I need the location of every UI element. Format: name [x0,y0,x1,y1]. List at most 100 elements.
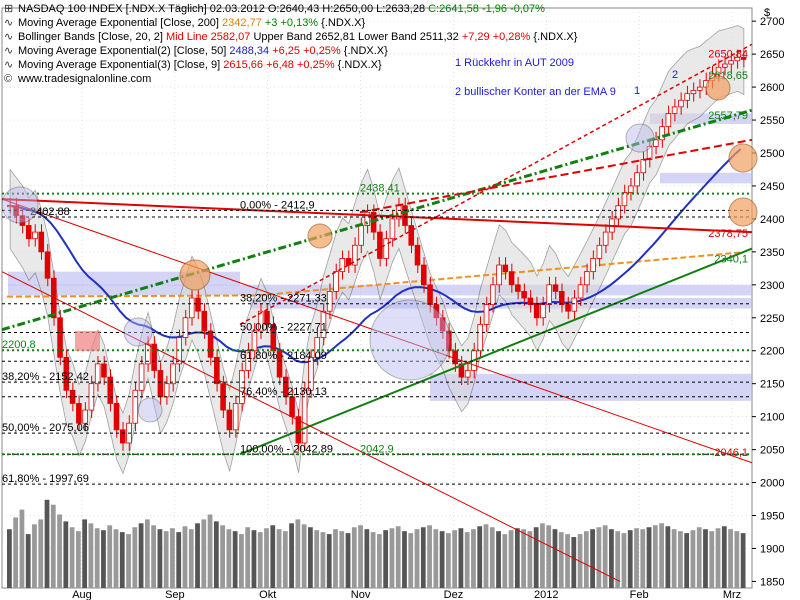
volume-bar [25,534,31,588]
volume-bar [533,527,539,588]
volume-bar [659,523,664,588]
red-channel-upper [239,43,753,326]
y-tick-label: 2650 [760,49,784,61]
green-trend-line-lower [239,247,753,456]
volume-bar [477,526,483,588]
volume-bar [471,529,476,588]
volume-bar [82,519,88,588]
candle-body [289,396,295,418]
volume-bar [615,531,621,588]
x-tick-label: 2012 [534,589,558,600]
candle-body [82,409,88,424]
header-line-title: ⊞ NASDAQ 100 INDEX [.NDX.X Täglich] 02.03… [4,2,545,16]
volume-bar [678,531,683,588]
candle-body [584,271,590,286]
volume-bar [163,531,169,588]
candle-body [671,106,678,114]
volume-bar [50,504,56,588]
bar-chart-icon: ⊞ [4,3,14,15]
x-tick-label: Mrz [723,589,741,600]
candle-body [201,310,208,332]
volume-bar [640,529,646,588]
volume-bar [521,529,527,588]
highlight-circle-blue [625,123,655,153]
candle-body [540,304,546,319]
ema9-label: Moving Average Exponential(3) [Close, 9] [18,59,221,71]
right-value-label: 2046,1 [714,447,748,459]
candle-body [44,251,51,279]
candle-body [345,258,352,266]
right-value-label: 2378,75 [708,228,748,240]
right-value-label: 2557,79 [708,110,748,122]
volume-bar [583,531,589,588]
volume-bar [558,532,564,588]
header-line-ema50: ∿ Moving Average Exponential(2) [Close, 5… [4,44,388,58]
ema200-label: Moving Average Exponential [Close, 200] [18,17,219,29]
volume-bar [232,531,238,588]
volume-bar [188,529,194,588]
volume-bar [38,519,44,588]
volume-bar [126,534,131,588]
volume-bar [540,523,545,588]
volume-bar [383,530,389,588]
volume-bar [282,531,288,588]
candle-body [546,284,552,305]
candle-body [508,271,515,286]
x-tick-label: Sep [165,589,185,600]
candle-body [119,429,126,444]
ema50-value: 2488,34 [229,45,270,57]
candle-body [107,376,114,404]
candle-body [38,231,45,253]
candle-body [414,244,421,266]
candle-body [170,363,176,385]
volume-bar [696,527,702,588]
candle-body [678,99,684,108]
volume-bar [402,531,407,588]
volume-bar [314,530,320,588]
candle-body [257,310,264,332]
volume-bar [489,527,495,588]
candle-body [377,231,383,259]
volume-bar [289,523,294,588]
highlight-box [75,330,100,351]
candle-body [314,337,320,358]
candle-body [138,363,145,391]
candle-body [326,291,333,312]
candle-body [352,244,358,266]
candle-body [157,370,164,398]
candle-body [113,403,120,431]
candle-body [389,218,396,240]
candle-body [226,409,233,431]
volume-bar [138,523,144,588]
right-value-label: 2650,84 [708,49,748,61]
ema9-value: 2615,66 [223,59,264,71]
candle-body [145,343,151,365]
y-tick-label: 2400 [760,214,784,226]
volume-bar [395,526,401,588]
volume-bar [728,529,733,588]
volume-bar [144,519,150,588]
candle-body [615,205,621,220]
candle-body [728,60,734,65]
candle-body [239,370,245,404]
y-tick-label: 2050 [760,445,784,457]
candle-body [533,304,540,319]
volume-bar [195,523,200,588]
volume-bar [301,524,307,588]
volume-bar [107,525,113,588]
highlight-circle-blue [123,317,153,347]
volume-bar [245,527,251,588]
volume-bar [508,530,514,588]
support-band [650,113,752,125]
ema50-symbol: {.NDX.X} [343,45,388,57]
volume-bar [684,533,690,588]
level-label: 38,20% - 2152,42 [2,371,89,383]
ema9-symbol: {.NDX.X} [337,59,382,71]
candle-body [477,323,484,352]
volume-bar [182,526,188,588]
candle-body [251,330,258,352]
x-tick-label: Nov [351,589,371,600]
candle-body [483,304,490,325]
candle-body [665,113,672,128]
